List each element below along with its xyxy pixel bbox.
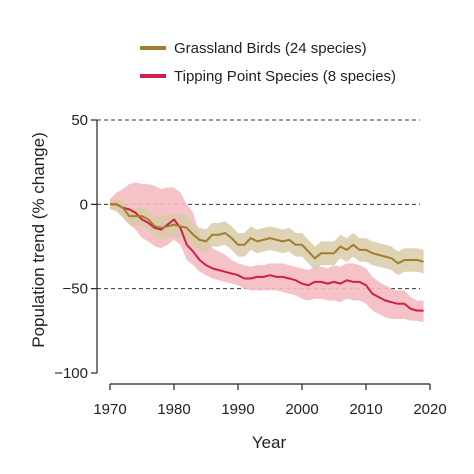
y-tick-label: 50 (71, 112, 88, 129)
x-tick-label: 2020 (413, 401, 446, 418)
line-series-1 (110, 203, 424, 312)
band-series-0 (110, 199, 424, 276)
confidence-bands (110, 182, 424, 323)
x-ticks: 1970 1980 1990 2000 2010 2020 (93, 384, 447, 418)
y-ticks: 50 0 −50 −100 (54, 112, 97, 382)
y-tick-label: −100 (54, 365, 88, 382)
legend: Grassland Birds (24 species) Tipping Poi… (140, 40, 396, 85)
legend-label-grassland: Grassland Birds (24 species) (174, 40, 367, 57)
series-lines (110, 203, 424, 312)
y-tick-label: 0 (80, 196, 88, 213)
x-tick-label: 1990 (221, 401, 254, 418)
band-series-1 (110, 182, 424, 323)
x-tick-label: 2000 (285, 401, 318, 418)
line-series-0 (110, 203, 424, 265)
x-tick-label: 1980 (157, 401, 190, 418)
y-tick-label: −50 (63, 281, 88, 298)
x-tick-label: 1970 (93, 401, 126, 418)
x-axis-label: Year (252, 433, 287, 452)
legend-label-tipping: Tipping Point Species (8 species) (174, 68, 396, 85)
y-axis-label: Population trend (% change) (29, 132, 48, 347)
x-tick-label: 2010 (349, 401, 382, 418)
